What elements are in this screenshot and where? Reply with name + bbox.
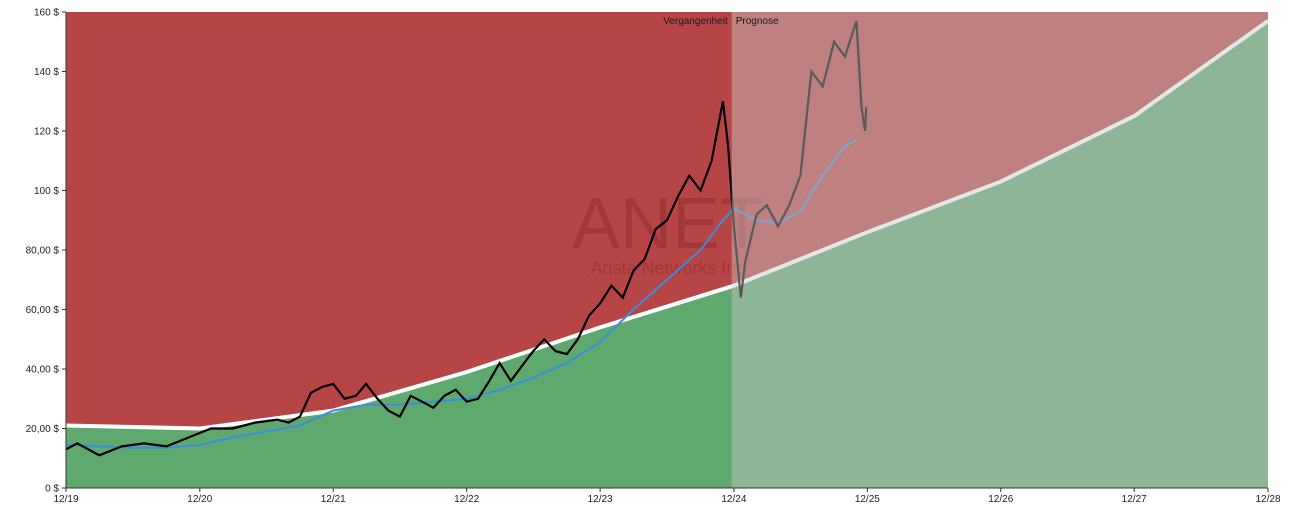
zone-labels: Vergangenheit Prognose: [663, 16, 779, 27]
price-line: [66, 20, 868, 457]
y-tick-label: 40,00 $: [26, 365, 60, 376]
moving-average-line: [66, 139, 857, 449]
x-tick-label: 12/23: [588, 494, 613, 505]
y-tick-label: 160 $: [34, 8, 59, 19]
x-tick-label: 12/25: [855, 494, 880, 505]
y-tick-label: 80,00 $: [26, 246, 60, 257]
undervalued-zone: [66, 20, 1268, 488]
y-tick-label: 100 $: [34, 186, 59, 197]
x-tick-label: 12/22: [454, 494, 479, 505]
y-tick-label: 20,00 $: [26, 424, 60, 435]
x-tick-label: 12/27: [1122, 494, 1147, 505]
y-axis: 0 $ 20,00 $ 40,00 $ 60,00 $ 80,00 $ 100 $ 120 …: [26, 8, 66, 495]
forecast-overlay: [731, 12, 1268, 488]
fair-value-line: [66, 19, 1268, 431]
forecast-zone-label: Prognose: [736, 16, 779, 27]
y-tick-label: 60,00 $: [26, 305, 60, 316]
x-tick-label: 12/26: [988, 494, 1013, 505]
watermark-company: Arista Networks Inc: [590, 258, 745, 278]
x-tick-label: 12/28: [1255, 494, 1280, 505]
x-tick-label: 12/24: [721, 494, 746, 505]
y-tick-label: 120 $: [34, 127, 59, 138]
x-tick-label: 12/21: [321, 494, 346, 505]
x-axis: 12/19 12/20 12/21 12/22 12/23 12/24 12/25 12/26…: [53, 488, 1281, 505]
y-tick-label: 140 $: [34, 67, 59, 78]
past-zone-label: Vergangenheit: [663, 16, 728, 27]
y-tick-label: 0 $: [45, 484, 59, 495]
x-tick-label: 12/20: [187, 494, 212, 505]
plot-area: ANET Arista Networks Inc: [66, 12, 1268, 488]
x-tick-label: 12/19: [53, 494, 78, 505]
